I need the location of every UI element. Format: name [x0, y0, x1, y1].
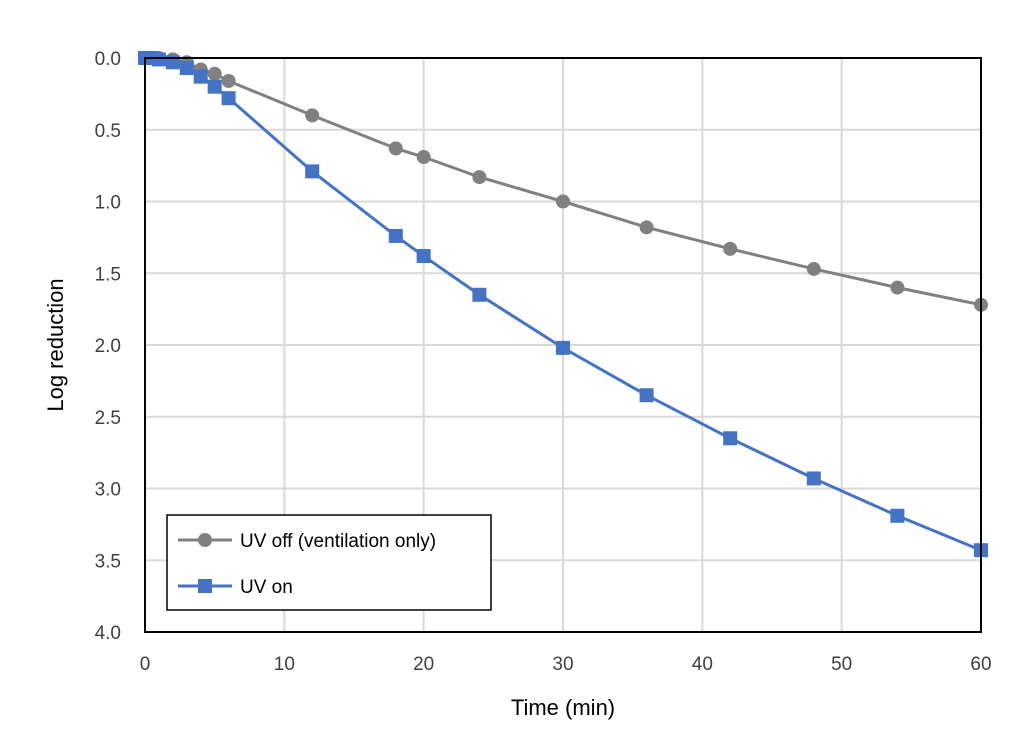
y-tick-label: 0.5	[95, 121, 121, 142]
data-point-uv-off	[890, 280, 905, 295]
data-point-uv-on	[806, 471, 821, 486]
legend-marker-circle	[198, 533, 212, 547]
data-point-uv-on	[472, 287, 487, 302]
legend-marker-square	[198, 579, 212, 593]
data-point-uv-on	[416, 249, 431, 264]
legend-label-uv-on: UV on	[240, 577, 293, 598]
y-tick-label: 2.0	[95, 336, 121, 357]
data-point-uv-off	[472, 170, 487, 185]
x-tick-label: 40	[692, 654, 713, 675]
data-point-uv-on	[151, 52, 166, 67]
data-point-uv-off	[723, 241, 738, 256]
y-tick-label: 0.0	[95, 49, 121, 70]
legend-label-uv-off: UV off (ventilation only)	[240, 531, 436, 552]
x-tick-label: 20	[413, 654, 434, 675]
legend-box	[166, 514, 492, 611]
grid	[144, 57, 982, 633]
data-point-uv-off	[305, 108, 320, 123]
data-point-uv-on	[305, 164, 320, 179]
data-point-uv-off	[556, 194, 570, 209]
y-tick-label: 4.0	[95, 623, 121, 644]
y-tick-label: 1.5	[95, 264, 121, 285]
data-point-uv-on	[221, 91, 236, 106]
data-point-uv-on	[388, 228, 403, 243]
x-tick-label: 30	[552, 654, 573, 675]
data-point-uv-on	[723, 431, 738, 446]
x-tick-label: 60	[970, 654, 991, 675]
x-tick-label: 50	[831, 654, 852, 675]
plot-area-border	[144, 57, 982, 633]
y-tick-label: 3.0	[95, 480, 121, 501]
y-tick-label: 2.5	[95, 408, 121, 429]
legend: UV off (ventilation only) UV on	[166, 514, 492, 611]
x-axis-label: Time (min)	[511, 695, 615, 720]
y-tick-label: 3.5	[95, 551, 121, 572]
data-point-uv-on	[193, 69, 208, 84]
data-point-uv-on	[207, 79, 222, 94]
data-point-uv-on	[179, 61, 194, 76]
data-point-uv-off	[806, 261, 821, 276]
tick-labels: 0 10 20 30 40 50 60 0.0 0.5 1.0 1.5 2.0 2.5 3.0 3.5 4.0	[95, 49, 992, 675]
data-point-uv-on	[890, 508, 905, 523]
series-layer	[138, 51, 988, 558]
data-point-uv-on	[639, 388, 654, 403]
data-point-uv-off	[416, 150, 431, 165]
data-point-uv-on	[556, 340, 570, 355]
data-point-uv-off	[639, 220, 654, 235]
data-point-uv-off	[221, 73, 236, 88]
x-tick-label: 0	[140, 654, 151, 675]
data-point-uv-off	[388, 141, 403, 156]
y-axis-label: Log reduction	[43, 278, 68, 411]
data-point-uv-off	[207, 66, 222, 81]
x-tick-label: 10	[274, 654, 295, 675]
y-tick-label: 1.0	[95, 193, 121, 214]
